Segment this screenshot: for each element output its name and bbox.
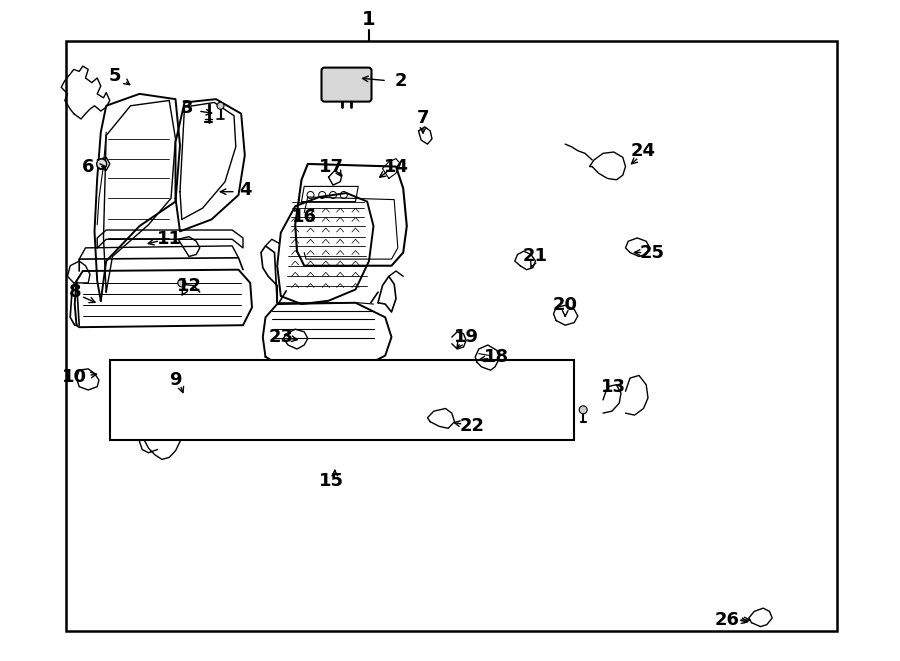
Text: 18: 18 [484,348,509,366]
Text: 12: 12 [176,276,202,295]
FancyBboxPatch shape [321,67,372,102]
Text: 7: 7 [417,108,429,127]
Text: 15: 15 [319,472,344,490]
Text: 20: 20 [553,296,578,315]
Text: 1: 1 [362,11,376,29]
Text: 19: 19 [454,328,479,346]
Text: 5: 5 [109,67,122,85]
Bar [66,41,837,631]
Circle shape [178,279,185,287]
Text: 10: 10 [62,368,87,386]
Text: 14: 14 [383,157,409,176]
Text: 9: 9 [169,371,182,389]
Bar [110,360,574,440]
Text: 16: 16 [292,208,317,226]
Text: 23: 23 [268,328,293,346]
Text: 4: 4 [239,181,252,200]
Text: 26: 26 [715,611,740,629]
Text: 3: 3 [181,99,194,118]
Text: 25: 25 [640,243,665,262]
Text: 22: 22 [460,417,485,436]
Text: 8: 8 [68,283,81,301]
Circle shape [96,159,107,169]
Circle shape [217,102,224,109]
Circle shape [580,406,587,414]
Text: 2: 2 [394,71,407,90]
Text: 6: 6 [82,157,94,176]
Text: 17: 17 [319,157,344,176]
Text: 11: 11 [157,230,182,249]
Text: 21: 21 [523,247,548,266]
Text: 13: 13 [601,377,626,396]
Text: 24: 24 [631,141,656,160]
